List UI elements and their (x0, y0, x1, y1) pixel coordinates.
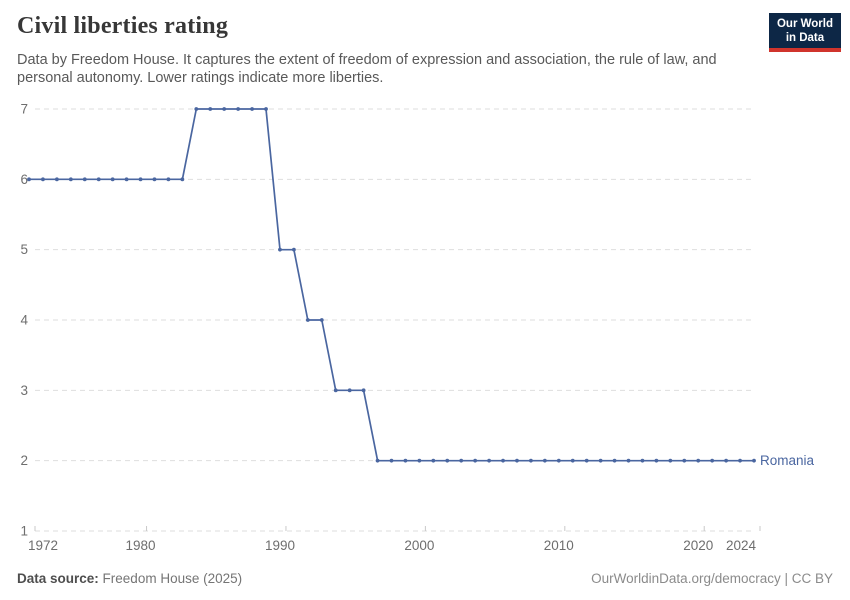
y-tick-label: 1 (20, 524, 28, 539)
x-tick-label: 1980 (126, 538, 156, 553)
data-point[interactable] (501, 458, 505, 463)
data-point[interactable] (152, 177, 157, 182)
owid-logo[interactable]: Our World in Data (768, 13, 841, 52)
data-source: Data source: Freedom House (2025) (17, 571, 242, 586)
data-point[interactable] (570, 458, 575, 463)
data-point[interactable] (598, 458, 603, 463)
data-point[interactable] (752, 458, 756, 463)
data-point[interactable] (264, 107, 268, 111)
data-point[interactable] (445, 458, 450, 463)
series-label[interactable]: Romania (760, 453, 815, 468)
x-tick-label: 1972 (28, 538, 58, 553)
chart-subtitle-line-2: personal autonomy. Lower ratings indicat… (17, 69, 384, 86)
data-point[interactable] (54, 177, 59, 182)
data-point[interactable] (27, 177, 31, 182)
y-tick-label: 7 (20, 102, 28, 117)
data-point[interactable] (626, 458, 631, 463)
data-point[interactable] (654, 458, 659, 463)
data-point[interactable] (208, 107, 213, 111)
data-point[interactable] (82, 177, 87, 182)
y-tick-label: 5 (20, 242, 28, 257)
data-point[interactable] (487, 458, 491, 463)
data-point[interactable] (612, 458, 617, 463)
chart-subtitle-line-1: Data by Freedom House. It captures the e… (17, 52, 717, 68)
data-point[interactable] (180, 177, 185, 182)
x-tick-label: 2010 (544, 538, 574, 553)
chart-footer: Data source: Freedom House (2025) OurWor… (17, 571, 833, 586)
data-point[interactable] (319, 318, 324, 322)
data-point[interactable] (696, 458, 701, 463)
data-point[interactable] (278, 247, 282, 252)
data-point[interactable] (110, 177, 115, 182)
data-point[interactable] (166, 177, 171, 182)
data-point[interactable] (682, 458, 687, 463)
data-point[interactable] (473, 458, 478, 463)
owid-logo-line-2: in Data (785, 32, 825, 44)
owid-logo-line-1: Our World (776, 18, 833, 30)
x-tick-label: 1990 (265, 538, 295, 553)
data-point[interactable] (724, 458, 729, 463)
series-line[interactable] (29, 108, 754, 462)
x-tick-label: 2024 (726, 538, 757, 553)
data-point[interactable] (124, 177, 129, 182)
data-point[interactable] (68, 177, 73, 182)
data-point[interactable] (236, 107, 241, 111)
chart-subtitle: Data by Freedom House. It captures the e… (17, 52, 717, 87)
data-point[interactable] (459, 458, 464, 463)
data-point[interactable] (431, 458, 436, 463)
y-tick-label: 4 (20, 313, 28, 328)
page-title: Civil liberties rating (17, 13, 229, 39)
data-point[interactable] (584, 458, 589, 463)
data-point[interactable] (375, 458, 380, 463)
data-source-value: Freedom House (2025) (102, 571, 243, 586)
y-tick-label: 3 (20, 383, 28, 398)
data-point[interactable] (194, 107, 199, 111)
data-point[interactable] (389, 458, 394, 463)
attribution-link[interactable]: OurWorldinData.org/democracy | CC BY (591, 571, 833, 586)
data-point[interactable] (515, 458, 519, 463)
data-point[interactable] (417, 458, 422, 463)
data-point[interactable] (292, 247, 296, 252)
y-tick-label: 2 (20, 453, 28, 468)
data-point[interactable] (668, 458, 673, 463)
x-tick-label: 2000 (404, 538, 434, 553)
data-point[interactable] (403, 458, 408, 463)
data-point[interactable] (305, 318, 310, 322)
data-point[interactable] (347, 388, 352, 393)
x-tick-label: 2020 (683, 538, 713, 553)
data-point[interactable] (640, 458, 645, 463)
data-source-label: Data source: (17, 571, 99, 586)
data-point[interactable] (710, 458, 715, 463)
data-point[interactable] (250, 107, 254, 111)
data-point[interactable] (138, 177, 143, 182)
data-point[interactable] (361, 388, 366, 393)
y-tick-label: 6 (20, 172, 28, 187)
data-point[interactable] (41, 177, 45, 182)
data-point[interactable] (556, 458, 561, 463)
data-point[interactable] (542, 458, 547, 463)
data-point[interactable] (738, 458, 742, 463)
data-point[interactable] (333, 388, 338, 393)
data-point[interactable] (529, 458, 533, 463)
data-point[interactable] (96, 177, 101, 182)
data-point[interactable] (222, 107, 227, 111)
